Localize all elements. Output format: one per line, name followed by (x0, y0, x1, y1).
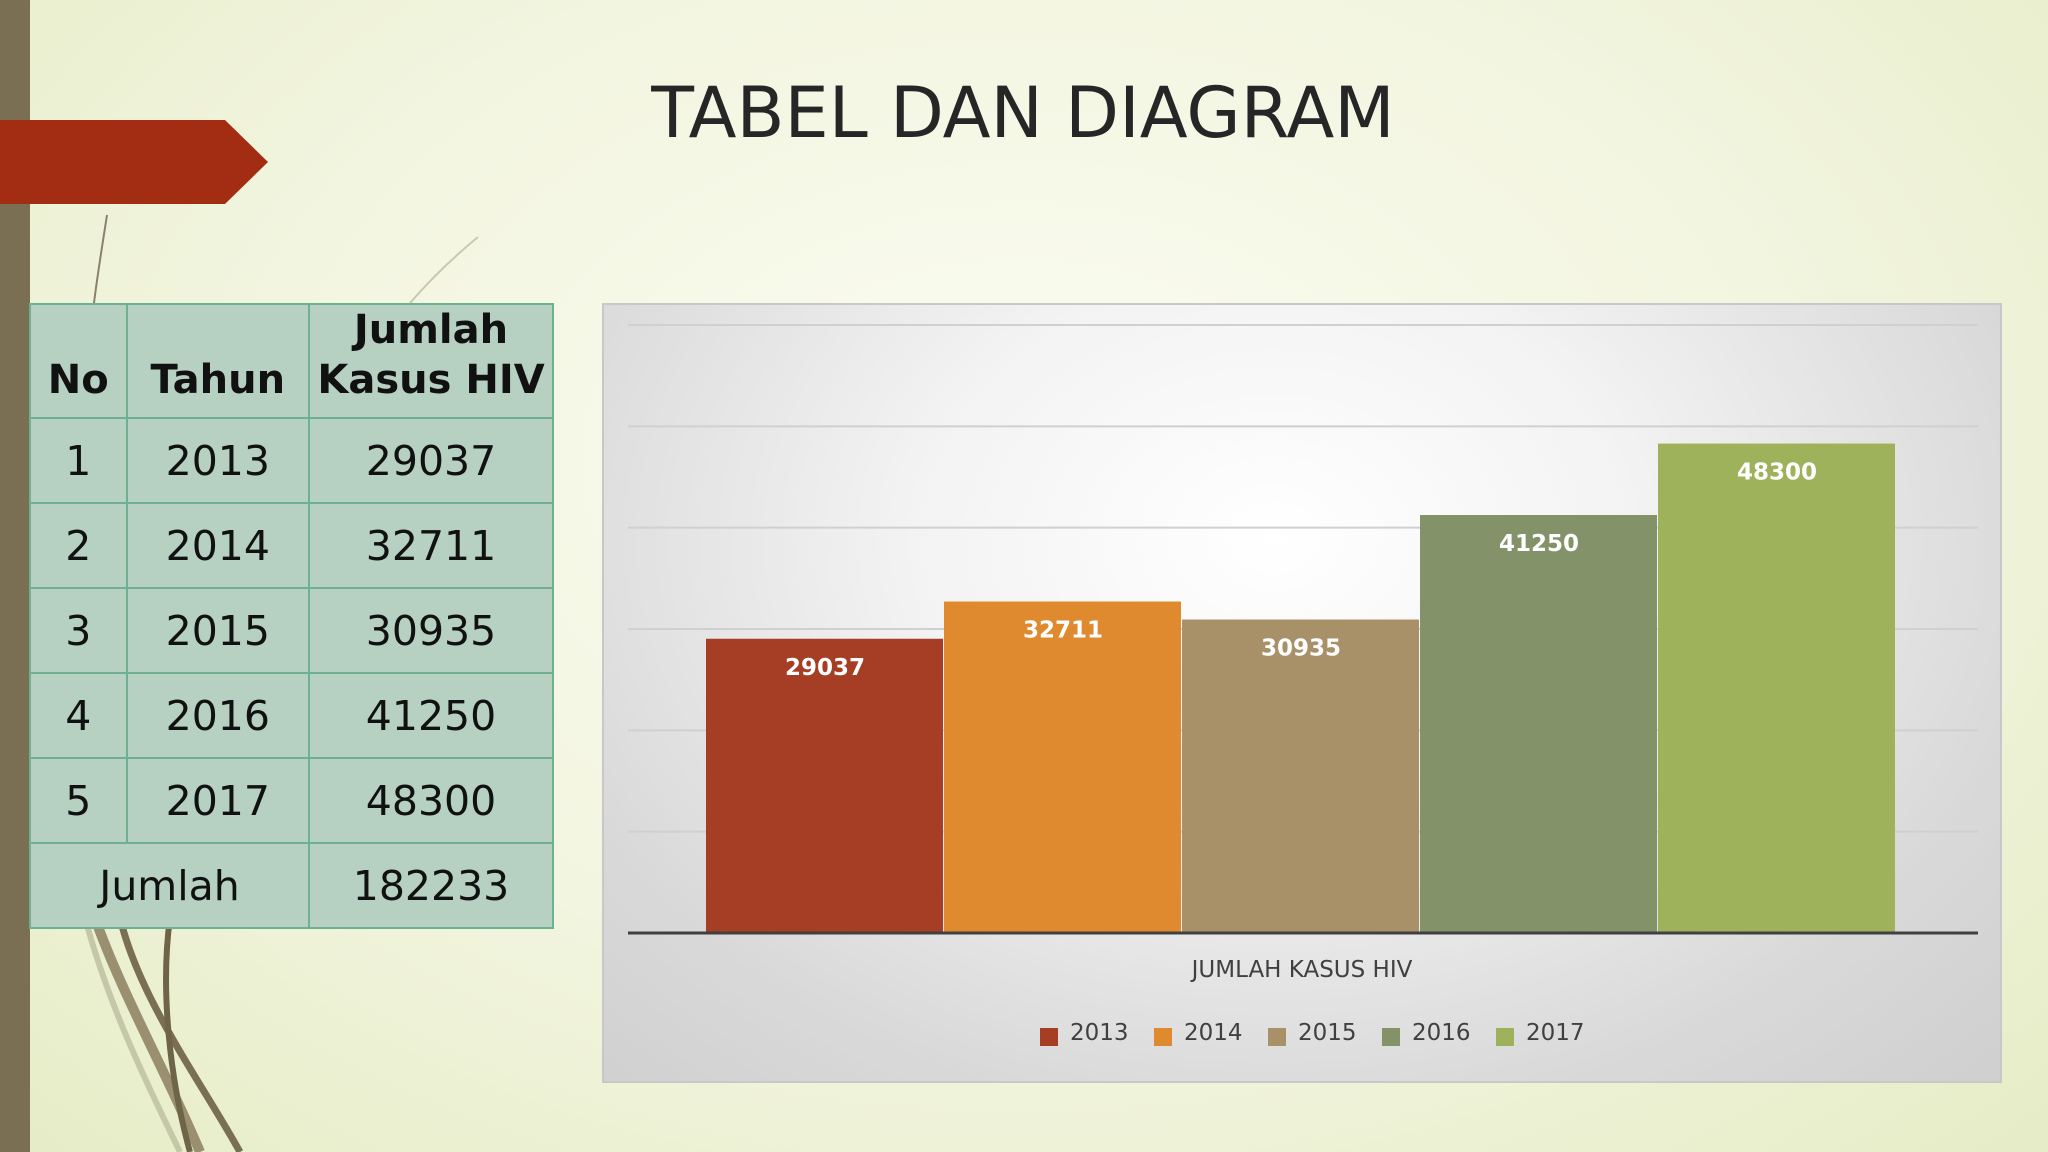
header-no: No (29, 303, 128, 419)
legend-label-2013: 2013 (1070, 1020, 1129, 1046)
header-jumlah-line2: Kasus HIV (317, 357, 545, 403)
total-label: Jumlah (28, 842, 311, 929)
table-total-row: Jumlah 182233 (28, 842, 554, 929)
bar-2013 (706, 638, 943, 933)
data-label-2014: 32711 (1023, 618, 1103, 644)
legend-label-2015: 2015 (1298, 1020, 1357, 1046)
cell-tahun: 2013 (125, 417, 311, 504)
bar-2017 (1658, 443, 1895, 933)
x-axis-title: JUMLAH KASUS HIV (1190, 957, 1413, 983)
table-header-row: No Tahun Jumlah Kasus HIV (29, 303, 554, 419)
data-label-2015: 30935 (1261, 636, 1341, 662)
legend-swatch-2013 (1040, 1028, 1058, 1046)
table-row: 4 2016 41250 (29, 672, 554, 759)
bar-2015 (1182, 619, 1419, 933)
cell-no: 3 (29, 587, 128, 674)
cell-no: 1 (29, 417, 128, 504)
legend-swatch-2015 (1268, 1028, 1286, 1046)
header-tahun: Tahun (125, 303, 311, 419)
chart-canvas: 29037 32711 30935 41250 48300 JUMLAH KASUS H… (628, 324, 1978, 1046)
data-labels: 29037 32711 30935 41250 48300 (785, 460, 1817, 681)
title-arrow-tag (0, 120, 268, 204)
cell-tahun: 2015 (125, 587, 311, 674)
hiv-bar-chart: 29037 32711 30935 41250 48300 JUMLAH KASUS H… (602, 303, 2002, 1083)
table-row: 1 2013 29037 (29, 417, 554, 504)
cell-tahun: 2014 (125, 502, 311, 589)
bar-2014 (944, 601, 1181, 933)
cell-kasus: 48300 (308, 757, 554, 844)
table-row: 5 2017 48300 (29, 757, 554, 844)
cell-kasus: 29037 (308, 417, 554, 504)
legend-label-2016: 2016 (1412, 1020, 1471, 1046)
data-label-2017: 48300 (1737, 460, 1817, 486)
table-row: 2 2014 32711 (29, 502, 554, 589)
cell-no: 2 (29, 502, 128, 589)
table-row: 3 2015 30935 (29, 587, 554, 674)
cell-kasus: 41250 (308, 672, 554, 759)
cell-no: 5 (29, 757, 128, 844)
cell-kasus: 32711 (308, 502, 554, 589)
slide-title: TABEL DAN DIAGRAM (651, 72, 1395, 154)
header-jumlah-line1: Jumlah (353, 307, 509, 353)
legend-swatch-2014 (1154, 1028, 1172, 1046)
legend-label-2014: 2014 (1184, 1020, 1243, 1046)
legend-swatch-2017 (1496, 1028, 1514, 1046)
legend-swatch-2016 (1382, 1028, 1400, 1046)
cell-no: 4 (29, 672, 128, 759)
cell-kasus: 30935 (308, 587, 554, 674)
cell-tahun: 2017 (125, 757, 311, 844)
cell-tahun: 2016 (125, 672, 311, 759)
legend: 2013 2014 2015 2016 2017 (1040, 1020, 1585, 1046)
legend-label-2017: 2017 (1526, 1020, 1585, 1046)
header-jumlah-kasus: Jumlah Kasus HIV (308, 303, 554, 419)
bars (706, 443, 1895, 933)
hiv-cases-table: No Tahun Jumlah Kasus HIV 1 2013 29037 2… (28, 303, 554, 929)
data-label-2016: 41250 (1499, 531, 1579, 557)
bar-2016 (1420, 515, 1657, 933)
total-value: 182233 (308, 842, 554, 929)
data-label-2013: 29037 (785, 655, 865, 681)
